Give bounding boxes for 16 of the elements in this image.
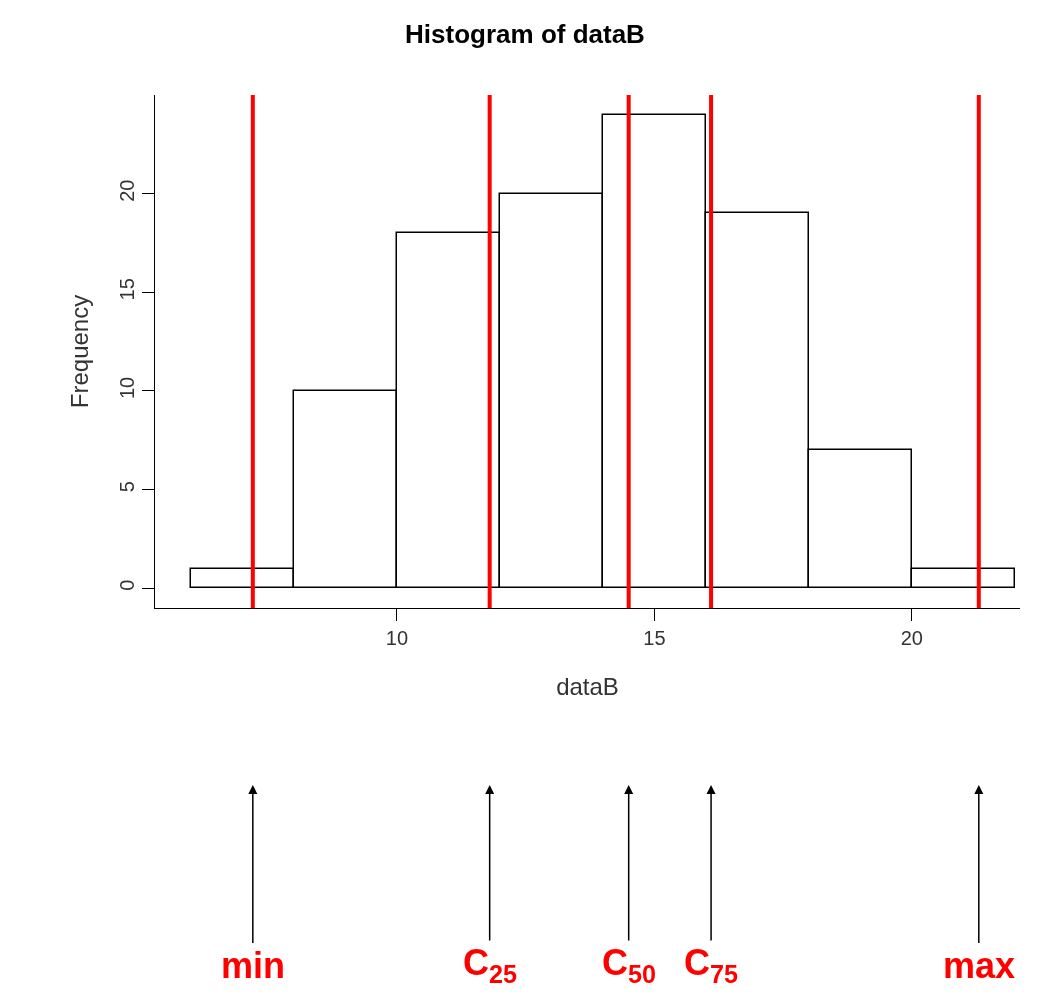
- ref-line-label: min: [221, 945, 286, 986]
- ref-line-label: C$_{75}$: [684, 942, 739, 988]
- x-tick-label: 15: [643, 627, 666, 649]
- y-tick-label: 20: [116, 179, 138, 202]
- ref-line-label: C$_{25}$: [463, 942, 518, 988]
- ref-line-label: max: [943, 945, 1016, 986]
- ref-line-label: C$_{50}$: [602, 942, 657, 988]
- y-tick-label: 15: [116, 278, 138, 301]
- chart-title: Histogram of dataB: [405, 19, 645, 50]
- y-tick-label: 0: [116, 579, 138, 591]
- x-axis-title: dataB: [556, 673, 619, 701]
- y-tick-label: 10: [116, 376, 138, 400]
- y-tick-label: 5: [116, 481, 138, 493]
- x-tick-label: 20: [900, 627, 923, 649]
- y-axis-title: Frequency: [66, 294, 94, 409]
- x-tick-label: 10: [385, 627, 409, 649]
